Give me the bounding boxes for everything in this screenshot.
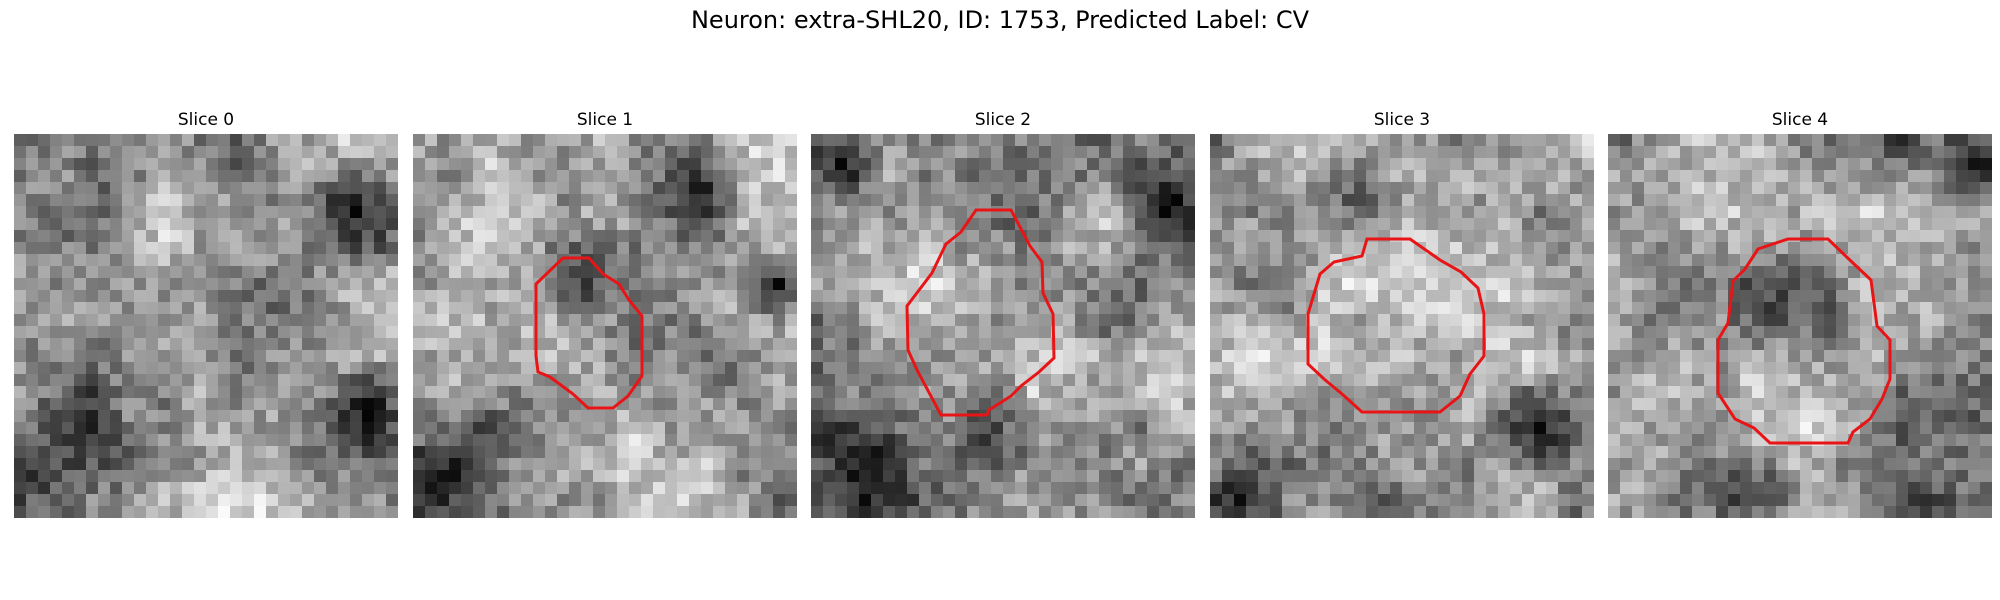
slice-title: Slice 1 — [576, 110, 634, 130]
roi-outline — [1716, 237, 1892, 445]
slice-panel-0: Slice 0 — [14, 110, 398, 518]
figure-title: Neuron: extra-SHL20, ID: 1753, Predicted… — [690, 6, 1310, 34]
slice-panel-1: Slice 1 — [413, 110, 797, 518]
roi-outline — [1306, 237, 1486, 414]
slice-image — [811, 134, 1195, 518]
slice-image — [1210, 134, 1594, 518]
slice-image — [413, 134, 797, 518]
slice-title: Slice 3 — [1373, 110, 1431, 130]
roi-outline — [905, 208, 1056, 417]
roi-outline — [534, 256, 644, 410]
slice-title: Slice 2 — [974, 110, 1032, 130]
slice-panel-2: Slice 2 — [811, 110, 1195, 518]
slice-panel-3: Slice 3 — [1210, 110, 1594, 518]
slice-image — [1608, 134, 1992, 518]
slice-panel-4: Slice 4 — [1608, 110, 1992, 518]
slice-image — [14, 134, 398, 518]
slice-title: Slice 4 — [1771, 110, 1829, 130]
slice-title: Slice 0 — [177, 110, 235, 130]
